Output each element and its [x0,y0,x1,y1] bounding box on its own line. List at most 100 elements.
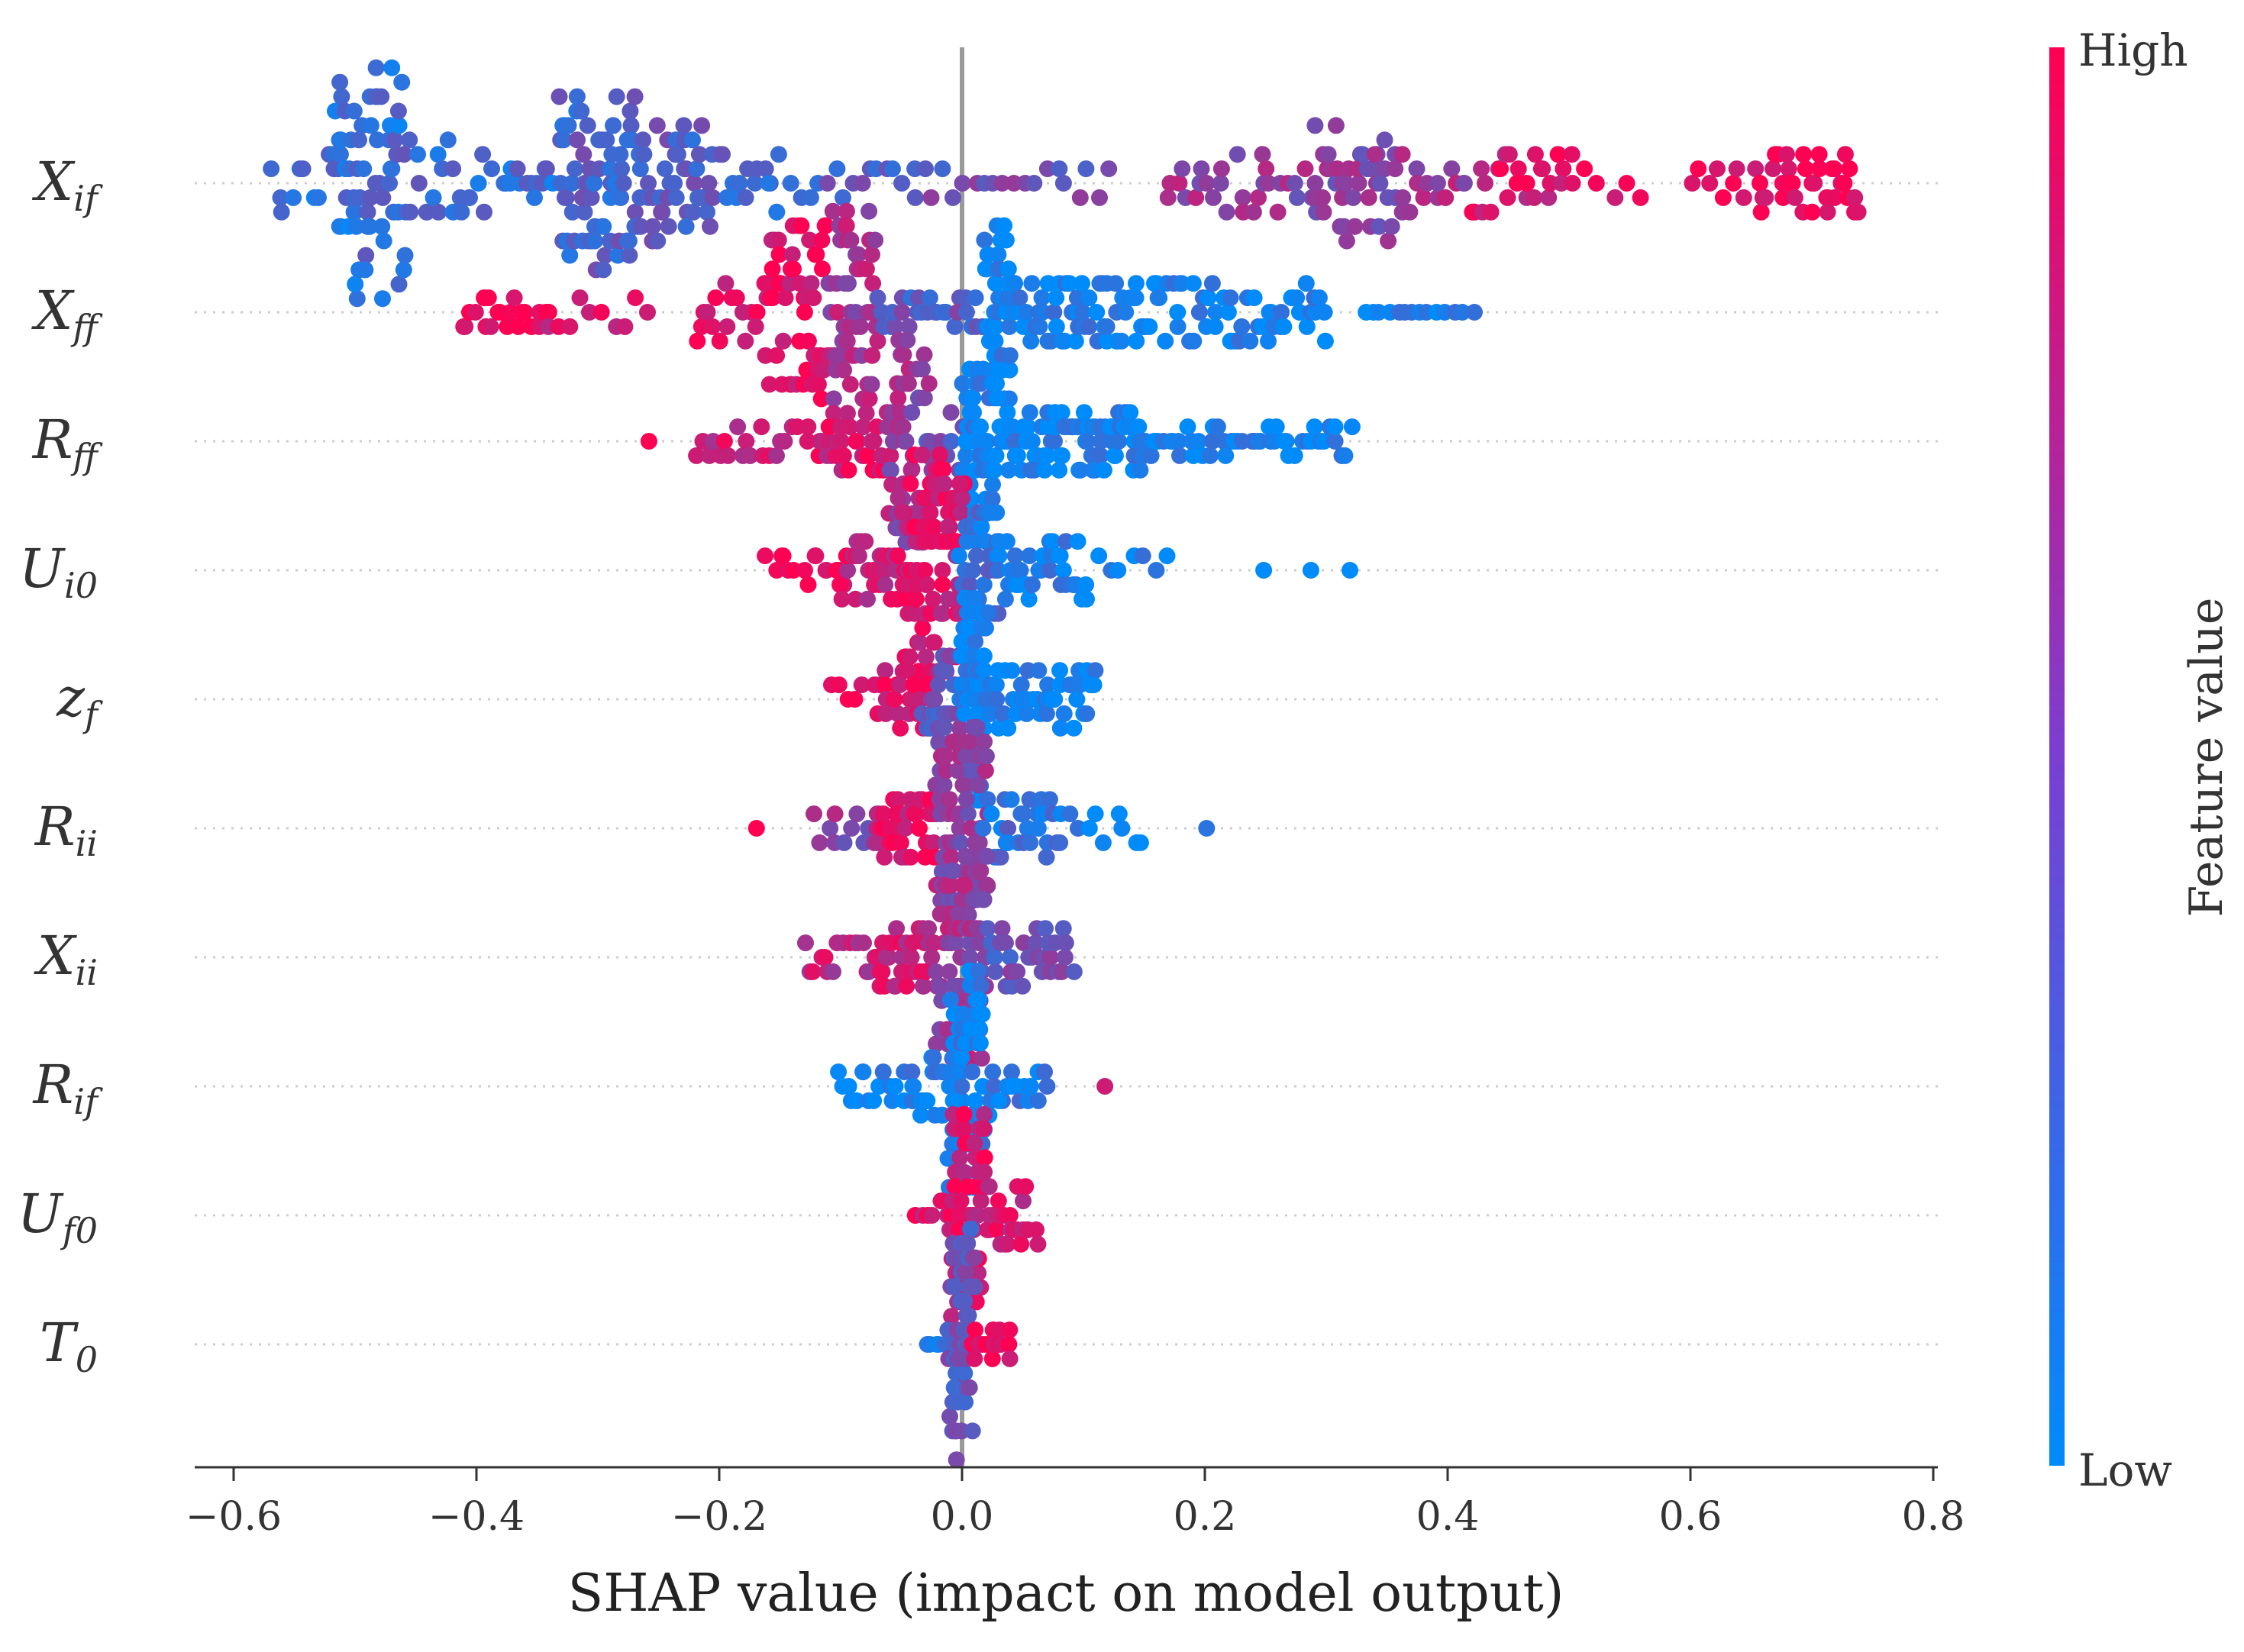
shap-dot-Rif [964,1063,981,1081]
shap-dot-Xii [986,963,1004,980]
shap-dot-Xif [835,189,851,206]
shap-dot-Rif [1029,1092,1047,1109]
shap-dot-Rff [1036,461,1054,479]
shap-dot-Rff [972,418,990,436]
shap-dot-Xff [1088,304,1106,321]
shap-dot-Xif [1260,175,1277,192]
shap-dot-T0 [1000,1336,1018,1353]
shap-dot-Ui0 [939,518,957,536]
shap-dot-Rff [1286,447,1303,464]
shap-dot-Xff [900,318,918,335]
shap-dot-Xif [1518,175,1535,192]
shap-dot-Xff [864,347,881,364]
shap-dot-Rff [1009,447,1026,464]
shap-dot-Xif [538,160,555,178]
shap-dot-Rii [938,762,955,779]
shap-dot-Rff [1142,447,1160,464]
shap-dot-Xif [608,88,625,105]
shap-dot-Xif [660,218,677,235]
shap-dot-zf [891,676,909,694]
shap-dot-Xif [1632,189,1649,206]
shap-dot-Rii [869,834,886,851]
shap-dot-Xff [1061,275,1078,292]
shap-dot-zf [967,633,984,650]
shap-dot-Xif [1338,232,1355,250]
shap-dot-Rff [914,360,931,378]
shap-dot-Rii [1022,834,1039,851]
shap-dot-zf [1055,705,1073,722]
shap-dot-Rii [930,733,948,750]
shap-dot-Uf0 [1017,1178,1035,1195]
x-tick-label: 0.4 [1416,1494,1480,1540]
shap-dot-Xif [576,203,593,221]
shap-dot-Ui0 [1041,562,1059,579]
shap-dot-Xff [825,405,842,422]
shap-dot-Rff [1078,433,1096,450]
shap-dot-Xff [921,289,938,307]
shap-dot-Xif [1383,218,1400,235]
shap-dot-Rii [835,834,853,851]
shap-dot-Xff [997,231,1015,249]
shap-dot-Xii [1065,963,1083,980]
shap-dot-Ui0 [1302,562,1319,579]
shap-dot-Xif [1690,160,1707,178]
shap-dot-Uf0 [980,1178,997,1195]
shap-dot-Xif [1100,160,1118,178]
shap-dot-Xff [1074,304,1091,321]
shap-dot-Xff [1067,332,1084,350]
shap-dot-Xif [1765,160,1782,178]
shap-dot-Xif [917,160,934,178]
shap-dot-Xff [467,304,484,321]
shap-dot-Ui0 [925,518,943,536]
shap-dot-Xif [367,59,385,76]
shap-dot-Rif [925,1049,942,1066]
shap-dot-Xif [1393,146,1411,163]
shap-dot-Xii [1057,934,1074,952]
shap-dot-Xif [573,102,589,120]
shap-dot-Xii [886,977,903,995]
shap-dot-Xif [677,218,695,235]
shap-dot-Uf0 [970,1264,987,1282]
shap-dot-Xff [1219,304,1237,321]
shap-dot-Rff [895,346,912,363]
shap-dot-Xff [847,304,864,321]
shap-dot-Uf0 [923,1207,941,1224]
shap-dot-T0 [956,1292,973,1310]
shap-dot-Xif [1780,160,1797,178]
shap-dot-Xif [1437,189,1455,206]
shap-dot-Xif [361,189,379,206]
shap-dot-T0 [961,1379,978,1396]
shap-dot-Xif [1477,175,1493,192]
shap-dot-Xff [886,318,904,335]
shap-dot-Xff [860,390,878,408]
shap-dot-Xff [537,304,554,321]
shap-dot-Ui0 [774,547,792,565]
shap-dot-T0 [966,1278,983,1295]
shap-dot-Xif [1198,175,1216,192]
shap-dot-Xif [622,102,639,120]
shap-dot-zf [1018,705,1035,722]
shap-dot-Xff [838,332,856,350]
shap-dot-zf [982,705,999,722]
shap-dot-Xff [793,217,810,234]
shap-dot-Xif [1337,175,1354,192]
shap-dot-zf [1045,691,1062,708]
shap-dot-Rff [799,433,816,450]
shap-dot-T0 [966,1350,983,1367]
shap-dot-zf [980,604,997,621]
shap-dot-Uf0 [952,1192,970,1210]
shap-dot-Rff [1326,433,1344,450]
shap-dot-Xif [1205,189,1222,206]
shap-dot-Rff [899,375,917,392]
shap-dot-Xif [626,88,644,105]
shap-dot-Xff [760,376,778,393]
shap-dot-Xif [596,247,614,264]
shap-dot-Xii [904,934,922,952]
shap-dot-Xff [839,275,857,292]
shap-dot-Xif [418,203,435,221]
shap-dot-Xif [1499,189,1516,206]
shap-dot-Rff [1202,447,1219,464]
shap-dot-Xif [1288,189,1306,206]
shap-dot-Xff [502,304,519,321]
shap-dot-Xif [893,175,911,192]
